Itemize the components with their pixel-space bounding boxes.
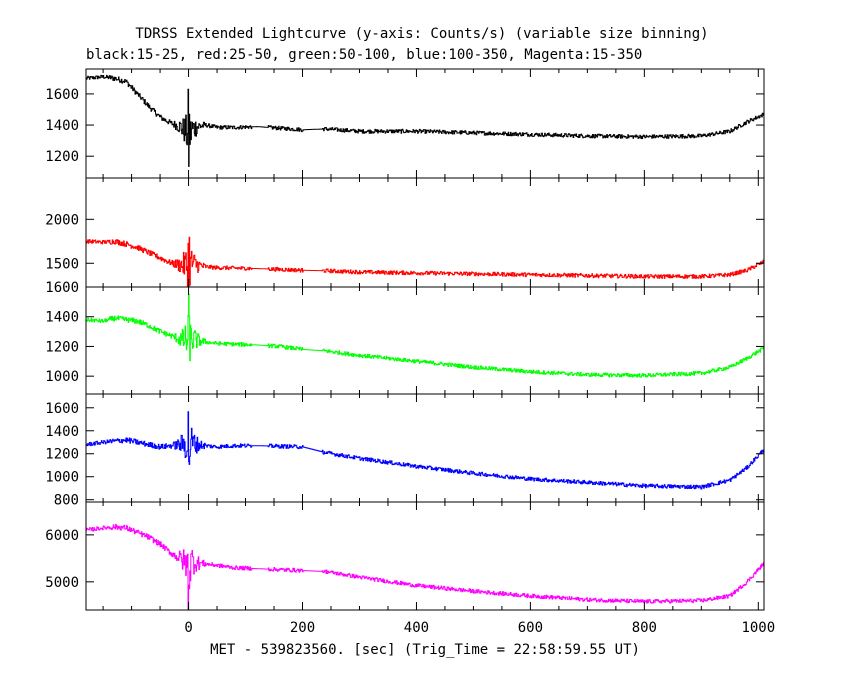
x-tick-label: 0	[184, 620, 192, 636]
x-axis-tick-labels: 0 200 400 600 800 1000	[184, 620, 775, 636]
panels-group: 1200 1400 1600 1500 2000 1000 1200 1400 1600 800 1…	[45, 68, 765, 611]
series-line-5	[86, 523, 765, 611]
chart-title: TDRSS Extended Lightcurve (y-axis: Count…	[135, 26, 708, 42]
x-tick-label: 400	[404, 620, 429, 636]
y-tick-label: 800	[54, 493, 79, 509]
x-tick-label: 200	[290, 620, 315, 636]
y-tick-label: 1400	[45, 424, 79, 440]
y-tick-label: 2000	[45, 212, 79, 228]
y-tick-label: 1600	[45, 280, 79, 296]
x-tick-label: 600	[518, 620, 543, 636]
y-tick-label: 1600	[45, 87, 79, 103]
y-tick-label: 1500	[45, 256, 79, 272]
panel-3: 1000 1200 1400 1600	[45, 280, 765, 395]
y-tick-label: 1600	[45, 401, 79, 417]
panel-1: 1200 1400 1600	[45, 68, 765, 179]
panel-4: 800 1000 1200 1400 1600	[45, 393, 765, 509]
x-tick-label: 1000	[741, 620, 775, 636]
y-tick-label: 1000	[45, 470, 79, 486]
y-tick-label: 1400	[45, 310, 79, 326]
y-tick-label: 5000	[45, 575, 79, 591]
y-tick-label: 1200	[45, 149, 79, 165]
y-tick-label: 6000	[45, 528, 79, 544]
x-tick-label: 800	[632, 620, 657, 636]
series-line-1	[86, 74, 765, 167]
y-tick-label: 1400	[45, 118, 79, 134]
panel-2: 1500 2000	[45, 177, 765, 288]
x-axis-label: MET - 539823560. [sec] (Trig_Time = 22:5…	[210, 642, 640, 658]
panel-5: 5000 6000	[45, 501, 765, 611]
chart-subtitle: black:15-25, red:25-50, green:50-100, bl…	[86, 47, 642, 63]
series-line-4	[86, 411, 765, 490]
series-line-3	[86, 293, 765, 378]
y-tick-label: 1200	[45, 447, 79, 463]
series-line-2	[86, 236, 765, 288]
y-tick-label: 1000	[45, 369, 79, 385]
panel-frame-5	[85, 501, 765, 611]
y-tick-label: 1200	[45, 339, 79, 355]
